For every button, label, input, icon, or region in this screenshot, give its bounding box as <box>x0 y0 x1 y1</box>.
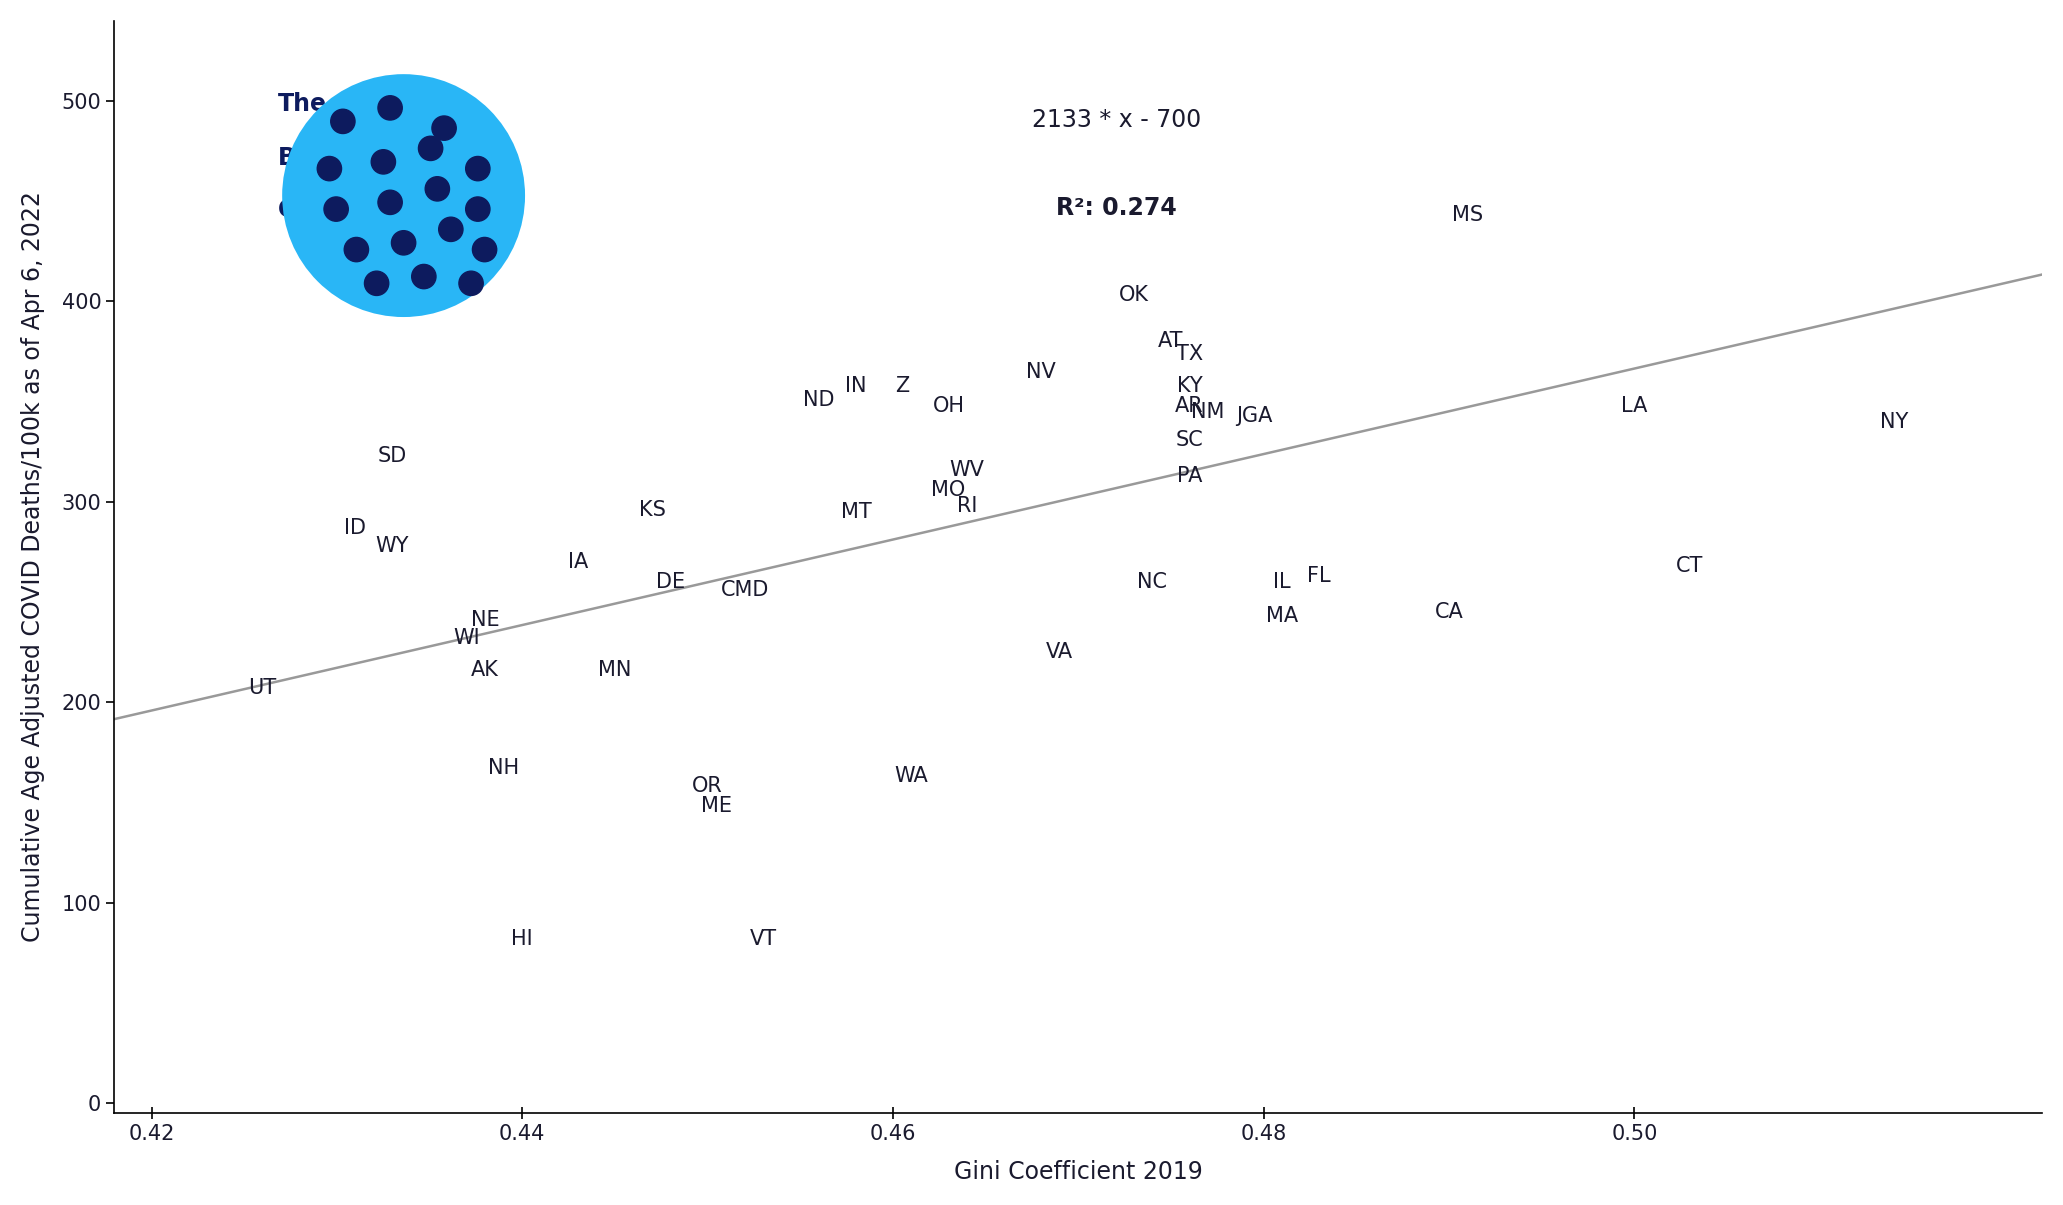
Text: NY: NY <box>1879 412 1908 431</box>
Text: RI: RI <box>957 495 978 516</box>
X-axis label: Gini Coefficient 2019: Gini Coefficient 2019 <box>953 1160 1203 1185</box>
Text: WV: WV <box>949 460 984 480</box>
Text: CT: CT <box>1677 556 1704 576</box>
Text: MA: MA <box>1267 606 1298 627</box>
Text: OH: OH <box>932 395 965 416</box>
Text: VT: VT <box>749 929 778 948</box>
Text: VA: VA <box>1046 642 1073 662</box>
Text: MS: MS <box>1452 205 1483 225</box>
Text: AR: AR <box>1176 395 1205 416</box>
Text: NE: NE <box>470 610 499 630</box>
Text: CA: CA <box>1434 602 1463 622</box>
Text: CMD: CMD <box>720 580 769 600</box>
Text: Bioinformatics: Bioinformatics <box>279 147 472 170</box>
Text: AT: AT <box>1157 331 1184 352</box>
Text: MN: MN <box>598 660 631 680</box>
Text: WY: WY <box>375 536 408 556</box>
Text: 2133 * x - 700: 2133 * x - 700 <box>1032 108 1201 133</box>
Text: ME: ME <box>701 797 732 817</box>
Text: AK: AK <box>470 660 499 680</box>
Text: MO: MO <box>930 480 965 500</box>
Text: OK: OK <box>1118 286 1149 305</box>
Text: OR: OR <box>693 776 722 797</box>
Text: CRO: CRO <box>279 198 334 222</box>
Text: FL: FL <box>1308 566 1331 586</box>
Text: Z: Z <box>895 376 910 395</box>
Text: WA: WA <box>895 766 928 787</box>
Text: ID: ID <box>345 518 367 537</box>
Text: WI: WI <box>454 628 481 648</box>
Text: IA: IA <box>567 552 588 572</box>
Text: KS: KS <box>640 500 666 519</box>
Text: SD: SD <box>378 446 406 465</box>
Text: IN: IN <box>846 376 866 395</box>
Text: LA: LA <box>1622 395 1648 416</box>
Text: HI: HI <box>512 929 532 948</box>
Text: NH: NH <box>489 758 520 778</box>
Text: The: The <box>279 92 328 116</box>
Text: SC: SC <box>1176 430 1203 449</box>
Text: NM: NM <box>1190 401 1225 422</box>
Text: KY: KY <box>1176 376 1203 395</box>
Text: R²: 0.274: R²: 0.274 <box>1056 195 1178 219</box>
Text: NV: NV <box>1027 362 1056 382</box>
Text: TX: TX <box>1176 343 1203 364</box>
Text: UT: UT <box>250 678 276 698</box>
Text: ND: ND <box>803 389 836 410</box>
Text: JGA: JGA <box>1236 406 1273 425</box>
Text: PA: PA <box>1176 466 1203 486</box>
Text: DE: DE <box>656 572 685 592</box>
Text: MT: MT <box>840 501 871 522</box>
Text: IL: IL <box>1273 572 1291 592</box>
Y-axis label: Cumulative Age Adjusted COVID Deaths/100k as of Apr 6, 2022: Cumulative Age Adjusted COVID Deaths/100… <box>21 192 45 942</box>
Text: NC: NC <box>1137 572 1168 592</box>
